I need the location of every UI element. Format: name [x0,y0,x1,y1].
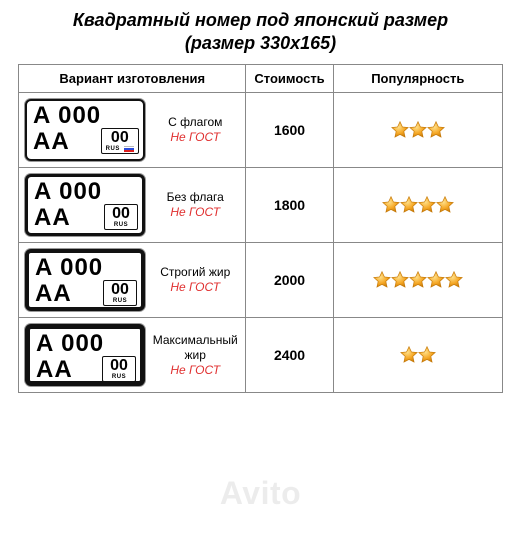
table-row: A 000 AA 00 RUS Максимальный жир Не ГОСТ… [19,318,503,393]
license-plate: A 000 AA 00 RUS [25,99,145,161]
cell-popularity [333,168,502,243]
variant-label: Максимальный жир [151,333,239,363]
cell-make: A 000 AA 00 RUS Максимальный жир Не ГОСТ [19,318,246,393]
plate-rus: RUS [109,222,133,228]
plate-series: AA [36,358,73,382]
star-icon [426,120,446,140]
col-make: Вариант изготовления [19,65,246,93]
table-row: A 000 AA 00 RUS Строгий жир Не ГОСТ 2000 [19,243,503,318]
variant-label: Без флага [151,190,239,205]
not-gost-label: Не ГОСТ [151,130,239,145]
cell-make: A 000 AA 00 RUS Строгий жир Не ГОСТ [19,243,246,318]
license-plate: A 000 AA 00 RUS [25,324,145,386]
star-icon [408,270,428,290]
ru-flag-icon [124,146,134,152]
plate-region-code: 00 [109,206,133,222]
star-icon [408,120,428,140]
variants-table: Вариант изготовления Стоимость Популярно… [18,64,503,393]
cell-popularity [333,318,502,393]
plate-region: 00 RUS [104,204,138,230]
col-pop: Популярность [333,65,502,93]
page-subtitle: (размер 330х165) [18,33,503,54]
not-gost-label: Не ГОСТ [151,363,239,378]
not-gost-label: Не ГОСТ [151,280,239,295]
star-icon [390,120,410,140]
plate-series: AA [34,206,71,230]
page-title: Квадратный номер под японский размер [18,10,503,31]
star-icon [417,345,437,365]
plate-rus: RUS [108,298,132,304]
star-icon [417,195,437,215]
plate-series: AA [35,282,72,306]
plate-region-code: 00 [108,282,132,298]
plate-rus: RUS [107,374,131,380]
plate-region-code: 00 [106,130,134,146]
plate-top: A 000 [34,180,138,204]
license-plate: A 000 AA 00 RUS [25,249,145,311]
col-cost: Стоимость [246,65,333,93]
table-row: A 000 AA 00 RUS С флагом Не ГОСТ 1600 [19,93,503,168]
table-row: A 000 AA 00 RUS Без флага Не ГОСТ 1800 [19,168,503,243]
license-plate: A 000 AA 00 RUS [25,174,145,236]
plate-top: A 000 [36,332,136,356]
plate-region: 00 RUS [101,128,139,154]
plate-rus: RUS [106,146,134,152]
cell-cost: 2400 [246,318,333,393]
cell-cost: 2000 [246,243,333,318]
star-icon [381,195,401,215]
plate-top: A 000 [33,104,139,128]
not-gost-label: Не ГОСТ [151,205,239,220]
star-icon [435,195,455,215]
star-icon [444,270,464,290]
plate-region-code: 00 [107,358,131,374]
star-icon [399,345,419,365]
cell-cost: 1800 [246,168,333,243]
plate-top: A 000 [35,256,137,280]
star-icon [372,270,392,290]
plate-region: 00 RUS [102,356,136,382]
watermark: Avito [220,475,301,512]
cell-make: A 000 AA 00 RUS Без флага Не ГОСТ [19,168,246,243]
star-icon [426,270,446,290]
cell-popularity [333,93,502,168]
star-icon [390,270,410,290]
variant-label: С флагом [151,115,239,130]
plate-region: 00 RUS [103,280,137,306]
cell-make: A 000 AA 00 RUS С флагом Не ГОСТ [19,93,246,168]
star-icon [399,195,419,215]
plate-series: AA [33,130,70,154]
cell-cost: 1600 [246,93,333,168]
cell-popularity [333,243,502,318]
variant-label: Строгий жир [151,265,239,280]
